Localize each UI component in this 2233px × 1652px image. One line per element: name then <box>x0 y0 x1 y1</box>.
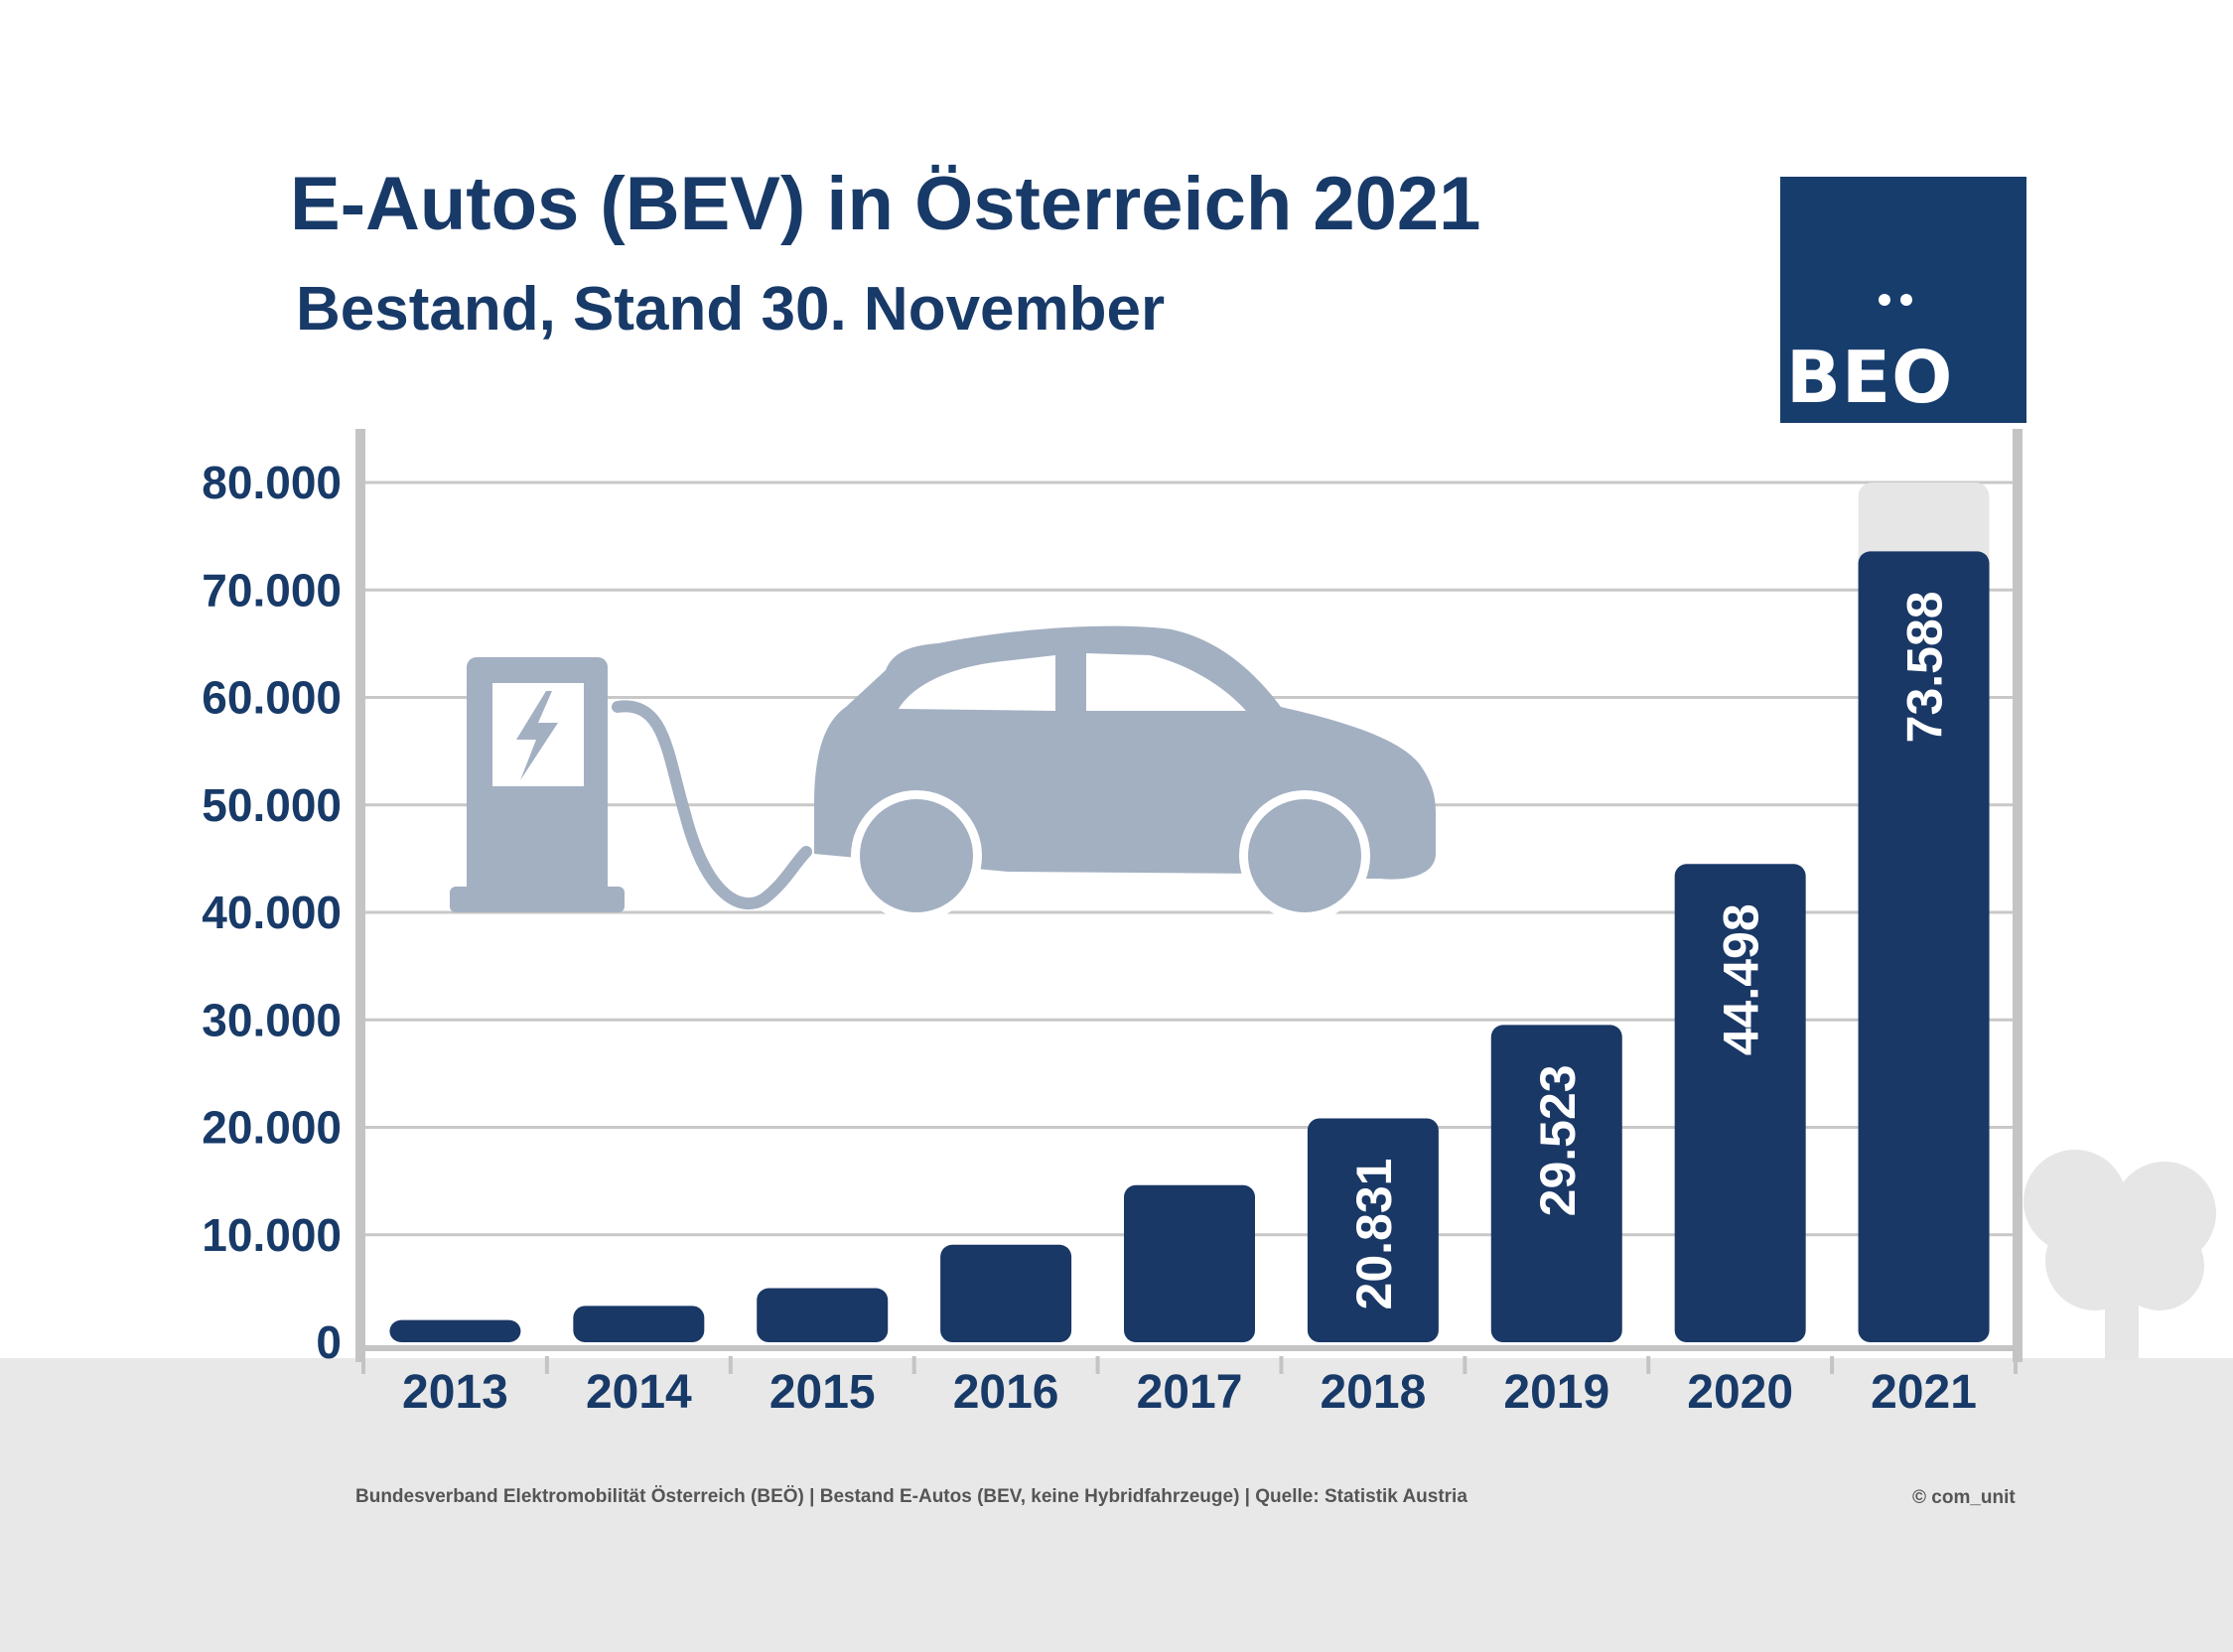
charging-station-icon <box>450 657 812 912</box>
axes <box>355 429 2023 1374</box>
y-tick-label: 30.000 <box>202 994 342 1045</box>
bar <box>940 1244 1072 1342</box>
bar <box>573 1306 705 1342</box>
beo-logo: BEO <box>1780 177 2026 423</box>
bar <box>389 1319 521 1342</box>
x-tick-label: 2014 <box>586 1366 692 1419</box>
bar <box>1490 1025 1622 1342</box>
bar-value-label: 29.523 <box>1530 1064 1586 1216</box>
ground-band <box>0 1358 2233 1652</box>
y-tick-label: 40.000 <box>202 887 342 938</box>
x-tick-label: 2013 <box>402 1366 508 1419</box>
y-tick-label: 70.000 <box>202 564 342 616</box>
footer-source: Bundesverband Elektromobilität Österreic… <box>355 1486 1467 1507</box>
bar <box>1858 551 1990 1342</box>
x-tick-label: 2021 <box>1871 1366 1977 1419</box>
bar <box>1674 864 1806 1342</box>
x-tick-label: 2017 <box>1137 1366 1243 1419</box>
y-tick-label: 50.000 <box>202 779 342 831</box>
y-tick-labels: 0 10.000 20.000 30.000 40.000 50.000 60.000 70.… <box>202 457 342 1368</box>
x-tick-label: 2018 <box>1320 1366 1426 1419</box>
y-tick-label: 20.000 <box>202 1102 342 1154</box>
tree-icon <box>2024 1150 2216 1360</box>
bars <box>389 482 1990 1342</box>
chart-subtitle: Bestand, Stand 30. November <box>296 275 1166 344</box>
logo-text: BEO <box>1786 336 1954 419</box>
x-tick-labels: 2013 2014 2015 2016 2017 2018 2019 2020 2021 <box>402 1366 1977 1419</box>
y-tick-label: 0 <box>316 1316 342 1368</box>
bar-value-label: 44.498 <box>1714 903 1769 1055</box>
footer-copyright: © com_unit <box>1912 1487 2016 1508</box>
x-tick-label: 2016 <box>953 1366 1059 1419</box>
bar <box>757 1288 889 1342</box>
x-tick-label: 2015 <box>769 1366 876 1419</box>
x-tick-label: 2020 <box>1687 1366 1793 1419</box>
chart-title: E-Autos (BEV) in Österreich 2021 <box>290 162 1481 246</box>
bar <box>1307 1118 1439 1342</box>
x-tick-label: 2019 <box>1503 1366 1609 1419</box>
logo-dot <box>1879 294 1890 306</box>
bar-value-label: 20.831 <box>1346 1159 1402 1310</box>
y-tick-label: 80.000 <box>202 457 342 508</box>
data-labels: 20.831 29.523 44.498 73.588 <box>1346 591 1953 1309</box>
car-icon <box>814 625 1436 921</box>
logo-dot <box>1900 294 1912 306</box>
bar <box>1124 1184 1255 1342</box>
y-tick-label: 60.000 <box>202 672 342 724</box>
y-tick-label: 10.000 <box>202 1209 342 1261</box>
bar-value-label: 73.588 <box>1897 591 1953 743</box>
